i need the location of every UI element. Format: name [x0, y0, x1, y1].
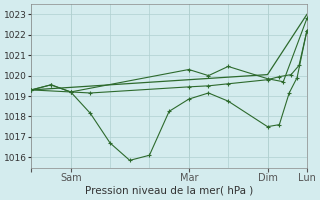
X-axis label: Pression niveau de la mer( hPa ): Pression niveau de la mer( hPa )	[85, 186, 253, 196]
